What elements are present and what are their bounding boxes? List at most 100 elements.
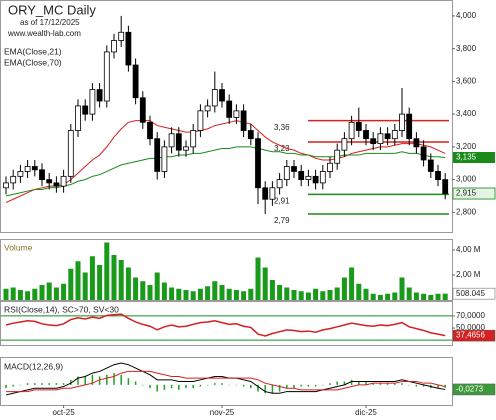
histogram-bar: [343, 381, 346, 385]
candle-body: [298, 171, 305, 181]
bar: [399, 277, 405, 300]
histogram-bar: [84, 376, 86, 385]
panel-title: Volume: [4, 242, 33, 252]
histogram-bar: [307, 384, 310, 387]
candle-body: [168, 133, 175, 148]
bar: [385, 293, 391, 300]
value-label-box: [452, 329, 496, 342]
bar: [104, 242, 110, 300]
y-tick-label: 4,000: [456, 11, 477, 20]
bar: [154, 272, 160, 300]
candle-body: [183, 146, 189, 151]
candle-body: [413, 138, 420, 148]
histogram-bar: [415, 384, 418, 387]
candle-body: [82, 105, 89, 115]
bar: [125, 267, 131, 300]
y-tick-label: 3,600: [456, 77, 477, 86]
candle-body: [147, 121, 153, 140]
bar: [370, 293, 376, 300]
candle-body: [46, 179, 53, 184]
bar: [377, 295, 383, 300]
candle-body: [111, 40, 117, 53]
y-tick-label: 2,800: [456, 207, 477, 216]
bar: [140, 281, 146, 300]
histogram-bar: [322, 384, 324, 386]
candle-body: [406, 113, 413, 140]
bar: [226, 288, 232, 300]
rsi-panel: [0, 301, 453, 346]
candle-body: [283, 166, 290, 181]
histogram-bar: [127, 378, 130, 385]
bar: [219, 285, 225, 300]
histogram-bar: [250, 384, 252, 389]
histogram-bar: [113, 373, 115, 385]
candle-body: [204, 105, 211, 112]
histogram-bar: [242, 384, 245, 387]
histogram-bar: [142, 384, 144, 386]
bar: [428, 295, 434, 300]
bar: [320, 291, 326, 300]
histogram-bar: [372, 383, 374, 385]
source: www.wealth-lab.com: [7, 29, 81, 38]
bar: [269, 280, 275, 300]
histogram-bar: [379, 383, 382, 385]
candle-body: [60, 175, 67, 187]
histogram-bar: [278, 384, 281, 392]
candle-body: [341, 138, 348, 151]
histogram-bar: [41, 383, 43, 385]
candle-body: [96, 89, 103, 102]
histogram-bar: [293, 384, 295, 389]
bar: [305, 292, 311, 300]
bar: [442, 293, 448, 300]
bar: [68, 268, 74, 300]
histogram-bar: [170, 384, 173, 389]
bar: [169, 287, 175, 300]
candle-body: [370, 138, 377, 145]
histogram-bar: [422, 384, 425, 387]
series-line: [5, 146, 446, 197]
candle-body: [319, 171, 326, 184]
candle-body: [197, 110, 204, 131]
candle-body: [291, 166, 297, 172]
candle-body: [75, 105, 81, 131]
candle-body: [219, 89, 225, 102]
legend-entry: EMA(Close,70): [4, 57, 62, 67]
histogram-bar: [106, 374, 108, 385]
candle-body: [39, 169, 45, 181]
histogram-bar: [437, 384, 439, 389]
candle-body: [89, 89, 96, 115]
bar: [75, 261, 81, 300]
histogram-bar: [156, 384, 158, 392]
y-tick-label: 2,00 M: [456, 270, 481, 279]
macd-panel: [0, 357, 453, 406]
y-tick-label: 3,000: [456, 175, 477, 184]
candle-body: [427, 159, 434, 172]
candle-body: [399, 113, 405, 131]
bar: [197, 288, 203, 300]
bar: [61, 283, 67, 300]
candle-body: [377, 133, 384, 145]
value-label: 508.045: [456, 289, 485, 298]
y-tick-label: 50,0000: [456, 323, 485, 332]
candle-body: [255, 138, 261, 189]
volume-panel: [0, 239, 453, 301]
candle-body: [161, 146, 168, 172]
bar: [32, 288, 38, 300]
bar: [46, 282, 52, 300]
candle-body: [139, 97, 146, 123]
level-label: 2,79: [274, 216, 290, 225]
bar: [262, 267, 268, 300]
bar: [356, 283, 362, 300]
series-line: [5, 362, 446, 396]
candle-body: [391, 130, 398, 140]
histogram-bar: [178, 384, 180, 390]
value-label: 37,4656: [456, 331, 485, 340]
histogram-bar: [350, 379, 353, 385]
candle-body: [348, 121, 355, 140]
bar: [248, 288, 254, 300]
bar: [298, 291, 304, 300]
candle-body: [154, 138, 161, 172]
bar: [147, 285, 153, 300]
candle-body: [420, 146, 427, 161]
candle-body: [269, 187, 276, 200]
